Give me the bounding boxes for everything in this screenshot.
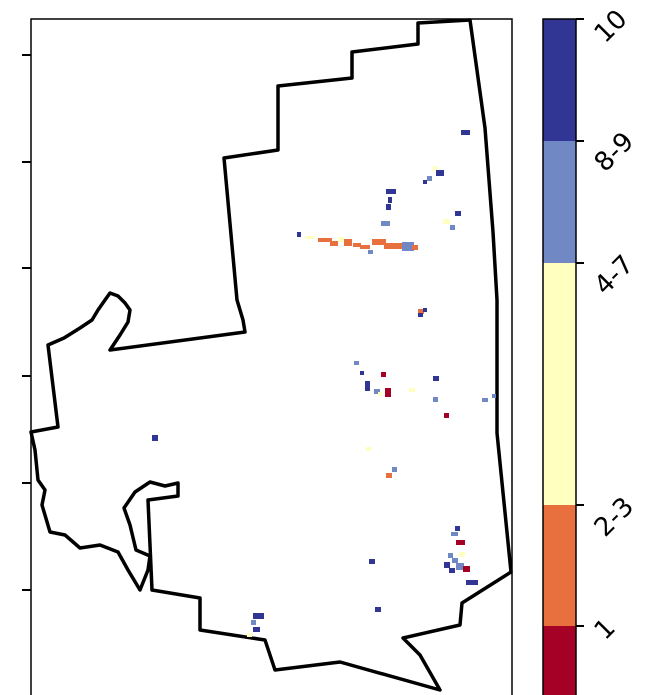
raster-cell (456, 540, 465, 545)
y-axis-ticks (22, 54, 31, 591)
raster-cell (492, 394, 496, 398)
raster-cell (461, 130, 470, 135)
raster-cell (444, 413, 449, 418)
raster-cell (386, 473, 392, 478)
raster-cell (344, 239, 352, 246)
raster-cell (443, 219, 450, 224)
raster-cell (452, 558, 458, 563)
map-panel (22, 18, 513, 695)
raster-cell (412, 245, 418, 250)
raster-cell (318, 238, 332, 242)
colorbar-segment-1 (543, 626, 576, 695)
raster-cell (423, 180, 427, 184)
colorbar: 10 8-9 4-7 2-3 1 (542, 4, 640, 695)
raster-cell (386, 204, 391, 210)
raster-cell (418, 309, 424, 314)
raster-cell (365, 381, 370, 391)
colorbar-segment-2-3 (543, 505, 576, 626)
raster-cell (366, 447, 371, 451)
colorbar-label-1: 1 (589, 613, 622, 646)
data-pixels (152, 130, 496, 637)
raster-cell (433, 166, 438, 171)
colorbar-ticks (576, 18, 584, 627)
raster-cell (369, 559, 375, 564)
raster-cell (449, 568, 455, 573)
raster-cell (444, 562, 450, 568)
raster-cell (402, 242, 414, 251)
region-boundary (29, 18, 513, 692)
colorbar-label-8-9: 8-9 (589, 127, 640, 178)
colorbar-label-10: 10 (589, 4, 634, 49)
raster-cell (374, 389, 380, 394)
colorbar-label-4-7: 4-7 (589, 250, 640, 301)
raster-cell (297, 232, 301, 237)
raster-cell (368, 250, 373, 254)
raster-cell (455, 526, 460, 531)
raster-cell (384, 243, 402, 249)
raster-cell (152, 435, 158, 441)
colorbar-segment-8-9 (543, 141, 576, 263)
raster-cell (372, 239, 386, 245)
map-frame (30, 18, 513, 695)
raster-cell (433, 376, 439, 381)
colorbar-frame (542, 18, 577, 695)
raster-cell (436, 170, 444, 176)
raster-cell (381, 372, 386, 377)
raster-cell (409, 388, 415, 392)
raster-cell (418, 313, 423, 317)
raster-cell (448, 553, 453, 558)
raster-cell (459, 552, 465, 557)
raster-cell (451, 532, 458, 536)
raster-cell (385, 388, 391, 397)
colorbar-label-2-3: 2-3 (589, 492, 640, 543)
raster-cell (455, 211, 461, 216)
raster-cell (251, 620, 256, 625)
raster-cell (338, 237, 344, 242)
raster-cell (463, 566, 470, 572)
raster-cell (360, 245, 370, 249)
raster-cell (482, 398, 488, 402)
raster-cell (433, 397, 438, 402)
raster-cell (427, 176, 432, 181)
raster-cell (247, 633, 252, 637)
raster-cell (386, 189, 396, 194)
raster-cell (253, 627, 260, 632)
raster-cell (253, 613, 264, 619)
raster-cell (388, 197, 392, 203)
raster-cell (450, 225, 455, 230)
raster-cell (392, 467, 397, 472)
raster-cell (456, 563, 464, 570)
raster-cell (381, 221, 390, 226)
raster-cell (305, 236, 315, 239)
colorbar-segment-10 (543, 19, 576, 141)
raster-cell (330, 241, 338, 246)
raster-cell (466, 580, 478, 585)
raster-cell (423, 308, 427, 312)
raster-cell (360, 371, 364, 375)
raster-cell (375, 607, 381, 612)
raster-cell (378, 392, 382, 396)
colorbar-segment-4-7 (543, 263, 576, 505)
raster-cell (353, 243, 361, 247)
raster-cell (354, 361, 359, 365)
